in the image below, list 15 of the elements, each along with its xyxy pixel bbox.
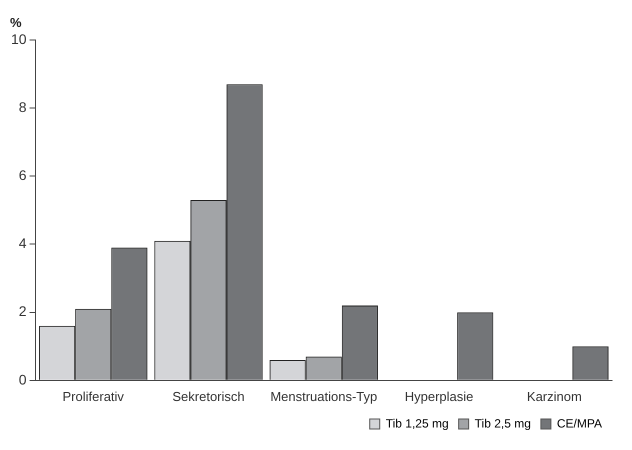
- x-tick-label: Hyperplasie: [404, 388, 474, 404]
- y-tick-label: 2: [18, 303, 27, 320]
- y-axis-title: %: [10, 15, 22, 30]
- y-tick-label: 6: [18, 167, 27, 184]
- y-tick-label: 8: [18, 98, 27, 115]
- x-tick-label: Sekretorisch: [172, 388, 245, 404]
- y-tick-label: 4: [18, 235, 27, 252]
- x-tick-label: Proliferativ: [62, 388, 124, 404]
- x-tick-label: Menstruations-Typ: [270, 388, 378, 404]
- y-tick-label: 0: [18, 371, 27, 388]
- x-tick-label: Karzinom: [526, 388, 582, 404]
- legend-label: Tib 2,5 mg: [474, 416, 531, 430]
- y-tick-label: 10: [10, 30, 27, 47]
- legend-label: Tib 1,25 mg: [386, 416, 449, 430]
- legend-label: CE/MPA: [556, 416, 602, 430]
